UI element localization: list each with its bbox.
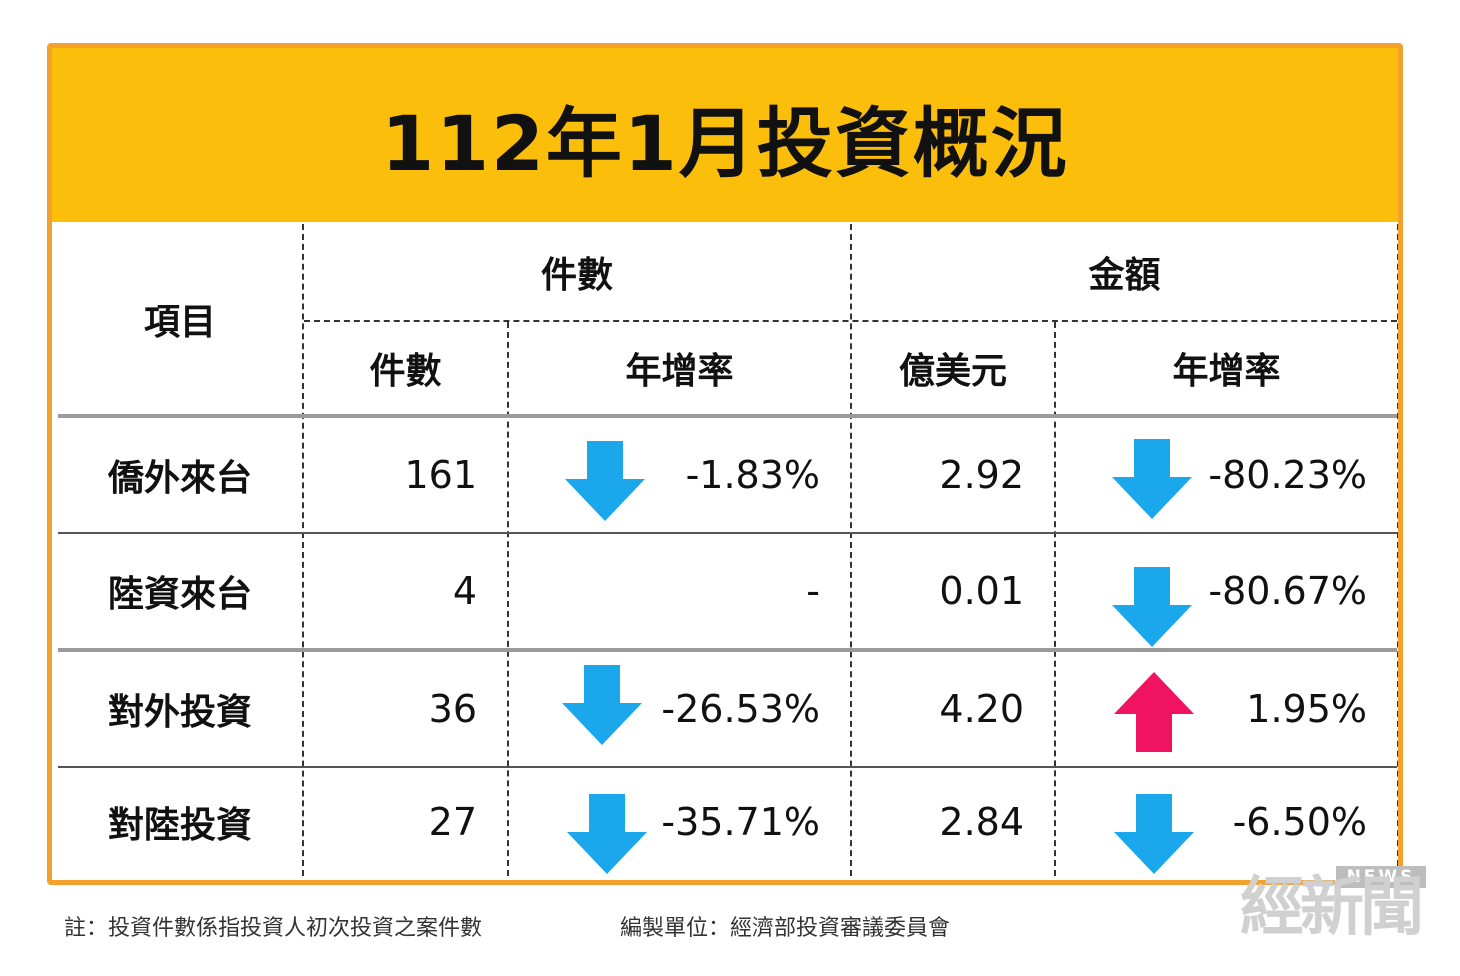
row-divider: [58, 766, 1397, 768]
row-amount-growth: 1.95%: [1246, 687, 1367, 731]
investment-summary-card: 112年1月投資概況 項目 件數 金額 件數 年增率 億美元 年增率 僑外來台 …: [47, 43, 1403, 885]
row-divider: [58, 648, 1397, 652]
header-item: 項目: [143, 302, 216, 343]
down-arrow-icon: [1112, 439, 1192, 519]
row-amount: 2.84: [939, 800, 1024, 844]
row-divider: [58, 532, 1397, 534]
footnote: 註：投資件數係指投資人初次投資之案件數: [64, 916, 483, 941]
header-count: 件數: [369, 351, 442, 392]
row-count: 36: [428, 687, 477, 731]
page-title: 112年1月投資概況: [381, 99, 1069, 188]
row-count: 161: [404, 453, 477, 497]
column-divider: [850, 224, 852, 876]
row-amount: 0.01: [939, 569, 1024, 613]
down-arrow-icon: [1114, 794, 1194, 874]
header-count-growth: 年增率: [625, 351, 734, 392]
row-amount: 4.20: [939, 687, 1024, 731]
header-divider: [304, 320, 1397, 322]
row-count-growth: -35.71%: [661, 800, 820, 844]
down-arrow-icon: [562, 665, 642, 745]
row-item: 對外投資: [107, 692, 252, 733]
news-logo: NEWS 經新聞: [1240, 862, 1430, 950]
header-amount: 億美元: [898, 351, 1007, 392]
row-count-growth: -: [806, 569, 820, 613]
row-item: 僑外來台: [107, 458, 252, 499]
row-amount-growth: -80.23%: [1208, 453, 1367, 497]
up-arrow-icon: [1114, 672, 1194, 752]
column-divider: [302, 224, 304, 876]
column-divider: [507, 322, 509, 876]
row-amount: 2.92: [939, 453, 1024, 497]
row-count: 4: [452, 569, 477, 613]
row-count: 27: [428, 800, 477, 844]
source-note: 編製單位：經濟部投資審議委員會: [620, 916, 951, 941]
row-amount-growth: -6.50%: [1232, 800, 1367, 844]
column-divider: [1054, 322, 1056, 876]
down-arrow-icon: [567, 794, 647, 874]
header-group-amount: 金額: [1088, 255, 1161, 296]
news-badge: NEWS: [1336, 866, 1426, 888]
down-arrow-icon: [1112, 567, 1192, 647]
row-count-growth: -1.83%: [685, 453, 820, 497]
row-item: 陸資來台: [107, 574, 252, 615]
title-band: 112年1月投資概況: [52, 48, 1398, 222]
down-arrow-icon: [565, 441, 645, 521]
row-count-growth: -26.53%: [661, 687, 820, 731]
row-amount-growth: -80.67%: [1208, 569, 1367, 613]
column-divider: [1397, 224, 1398, 876]
header-group-count: 件數: [540, 255, 613, 296]
header-bottom-rule: [58, 414, 1397, 418]
header-amount-growth: 年增率: [1172, 351, 1281, 392]
logo-text: 經新聞: [1240, 870, 1424, 945]
row-item: 對陸投資: [107, 805, 252, 846]
